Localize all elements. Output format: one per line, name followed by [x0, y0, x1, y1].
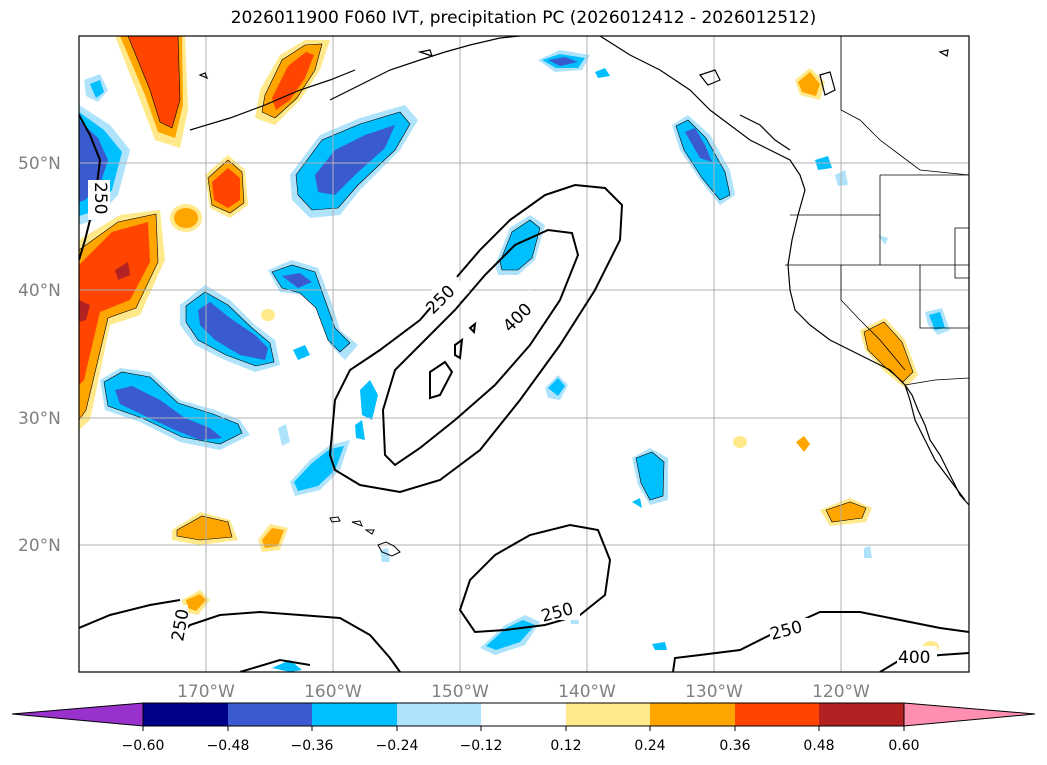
- lon-label-120w: 120°W: [812, 682, 870, 702]
- colorbar-tick: −0.60: [122, 738, 165, 754]
- map-title: 2026011900 F060 IVT, precipitation PC (2…: [230, 8, 817, 28]
- political-borders: [785, 36, 969, 386]
- plot-area: [79, 36, 969, 672]
- shading-outlines: [79, 36, 914, 541]
- colorbar-tick: 0.36: [719, 738, 750, 754]
- lat-label-50: 50°N: [18, 154, 61, 174]
- lon-label-140w: 140°W: [558, 682, 616, 702]
- colorbar-segment: [143, 703, 228, 726]
- precip-shading: [79, 36, 950, 672]
- hawaii-islands: [329, 516, 401, 557]
- colorbar-tick: 0.24: [634, 738, 665, 754]
- lon-label-170w: 170°W: [177, 682, 235, 702]
- plot-frame: [78, 35, 970, 673]
- lon-label-130w: 130°W: [685, 682, 743, 702]
- colorbar-tick: −0.48: [207, 738, 250, 754]
- colorbar-segment: [228, 703, 312, 726]
- gridlines: [79, 36, 969, 672]
- colorbar-segment: [312, 703, 397, 726]
- lat-label-20: 20°N: [18, 536, 61, 556]
- colorbar-segment: [566, 703, 650, 726]
- colorbar-tick: 0.60: [888, 738, 919, 754]
- colorbar-segment: [650, 703, 735, 726]
- colorbar-extend-low: [11, 702, 144, 727]
- lon-label-160w: 160°W: [304, 682, 362, 702]
- contour-label-se-400: 400: [898, 648, 930, 668]
- colorbar-extend-high: [903, 702, 1036, 727]
- colorbar-segment: [819, 703, 904, 726]
- colorbar-tick: 0.12: [550, 738, 581, 754]
- colorbar-segment: [735, 703, 819, 726]
- lat-label-30: 30°N: [18, 409, 61, 429]
- colorbar-segment: [397, 703, 481, 726]
- lat-label-40: 40°N: [18, 281, 61, 301]
- colorbar: −0.60 −0.48 −0.36 −0.24 −0.12 0.12 0.24 …: [11, 702, 1036, 754]
- colorbar-tick: 0.48: [803, 738, 834, 754]
- colorbar-tick: −0.36: [291, 738, 334, 754]
- contour-label-nw: 250: [90, 182, 110, 214]
- coastlines: [189, 36, 969, 506]
- colorbar-segment: [481, 703, 566, 726]
- lon-label-150w: 150°W: [431, 682, 489, 702]
- colorbar-tick: −0.12: [460, 738, 503, 754]
- colorbar-tick: −0.24: [376, 738, 419, 754]
